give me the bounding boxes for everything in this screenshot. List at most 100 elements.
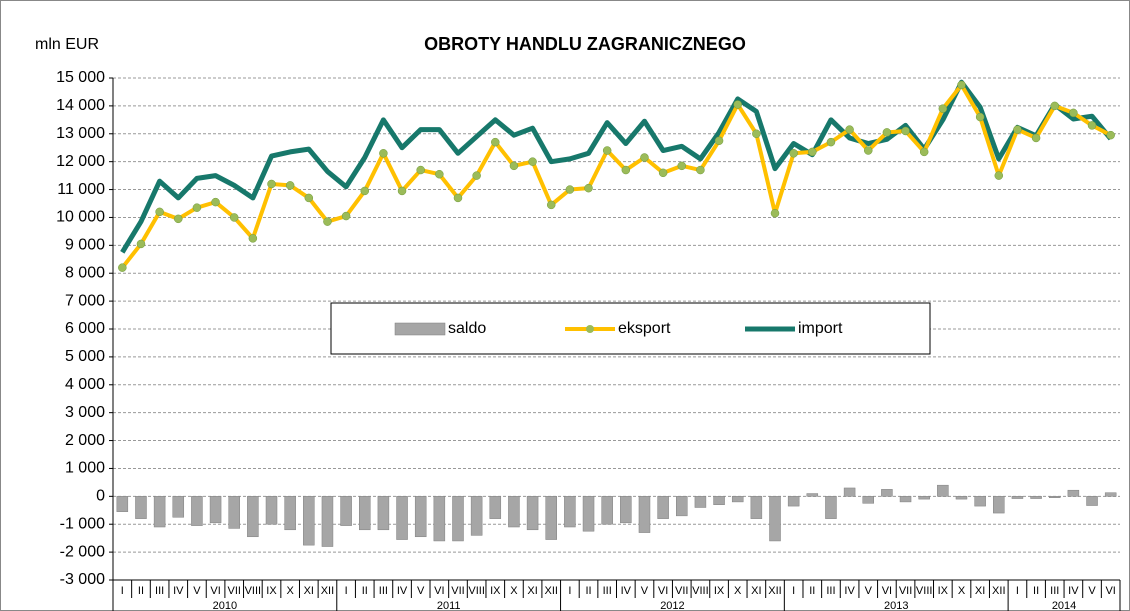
bar — [265, 496, 278, 525]
bar — [918, 496, 930, 500]
bar — [359, 496, 371, 531]
y-tick-label: 11 000 — [57, 181, 105, 198]
x-tick-label: IV — [621, 585, 632, 597]
marker — [584, 183, 593, 193]
x-tick-label: X — [958, 585, 966, 597]
y-tick-label: 0 — [96, 488, 105, 505]
x-tick-label: VII — [227, 585, 240, 597]
bar — [414, 496, 427, 538]
legend-marker — [586, 325, 594, 333]
bar — [694, 496, 707, 508]
marker — [1031, 133, 1041, 143]
marker — [957, 80, 966, 90]
legend-swatch — [394, 322, 446, 336]
x-tick-label: IX — [266, 585, 277, 597]
bar — [676, 496, 688, 517]
x-tick-label: VIII — [692, 585, 709, 597]
x-tick-label: V — [417, 585, 425, 597]
y-tick-label: 4 000 — [65, 376, 105, 393]
marker — [808, 147, 817, 157]
bar — [526, 496, 539, 531]
x-tick-label: II — [138, 585, 144, 597]
y-axis-label: mln EUR — [35, 36, 99, 53]
y-tick-label: 8 000 — [65, 264, 105, 281]
x-tick-label: XI — [304, 585, 314, 597]
x-tick-label: XI — [975, 585, 985, 597]
year-label: 2014 — [1052, 600, 1076, 611]
bar — [1086, 496, 1098, 506]
year-label: 2011 — [437, 600, 461, 611]
bar — [303, 496, 315, 546]
bar — [191, 496, 203, 526]
bar — [899, 496, 912, 503]
marker — [714, 136, 724, 145]
y-tick-label: 3 000 — [65, 404, 105, 421]
marker — [1069, 108, 1078, 118]
marker — [938, 104, 948, 113]
marker — [435, 169, 444, 179]
bar — [638, 496, 651, 533]
x-tick-label: II — [585, 585, 591, 597]
marker — [1013, 125, 1022, 134]
bar — [377, 496, 390, 531]
legend-label: saldo — [448, 320, 486, 337]
bar — [209, 496, 222, 524]
y-tick-label: 7 000 — [65, 292, 105, 309]
y-tick-label: 13 000 — [56, 125, 105, 142]
bar — [993, 496, 1005, 514]
marker — [901, 126, 910, 136]
x-tick-label: V — [193, 585, 201, 597]
marker — [658, 168, 668, 178]
x-tick-label: VI — [210, 585, 220, 597]
bar — [843, 487, 856, 497]
marker — [770, 209, 780, 218]
marker — [1087, 121, 1097, 130]
bar — [1011, 496, 1024, 499]
chart-title: OBROTY HANDLU ZAGRANICZNEGO — [424, 34, 746, 54]
y-tick-label: 5 000 — [65, 348, 105, 365]
x-tick-label: II — [362, 585, 368, 597]
marker — [882, 128, 892, 137]
bar — [750, 496, 763, 519]
x-tick-label: I — [121, 585, 124, 597]
x-tick-label: IV — [173, 585, 184, 597]
bar — [284, 496, 296, 531]
marker — [621, 165, 631, 175]
x-tick-label: III — [826, 585, 835, 597]
marker — [919, 147, 929, 157]
x-tick-label: IV — [1068, 585, 1079, 597]
x-tick-label: XII — [321, 585, 334, 597]
y-tick-label: 6 000 — [65, 320, 105, 337]
marker — [174, 214, 183, 224]
marker — [975, 112, 985, 122]
y-tick-label: -1 000 — [60, 515, 105, 532]
bar — [601, 496, 613, 525]
marker — [826, 137, 836, 147]
bar — [937, 484, 949, 497]
bar — [564, 496, 576, 528]
x-tick-label: XI — [527, 585, 537, 597]
marker — [211, 197, 220, 207]
marker — [453, 193, 463, 203]
x-tick-label: VI — [1105, 585, 1115, 597]
y-tick-label: -2 000 — [60, 543, 105, 560]
x-tick-label: I — [792, 585, 795, 597]
x-tick-label: VIII — [245, 585, 262, 597]
bar — [881, 489, 893, 497]
marker — [733, 100, 742, 109]
legend-label: import — [798, 320, 843, 337]
year-label: 2013 — [884, 600, 908, 611]
x-tick-label: X — [734, 585, 742, 597]
marker — [640, 153, 649, 162]
x-tick-label: III — [379, 585, 388, 597]
x-tick-label: XII — [545, 585, 558, 597]
bar — [731, 496, 744, 503]
x-tick-label: III — [603, 585, 612, 597]
x-tick-label: II — [809, 585, 815, 597]
x-tick-label: X — [510, 585, 518, 597]
bar — [433, 496, 446, 542]
x-tick-label: IX — [490, 585, 501, 597]
marker — [155, 207, 164, 217]
bar — [825, 496, 837, 519]
